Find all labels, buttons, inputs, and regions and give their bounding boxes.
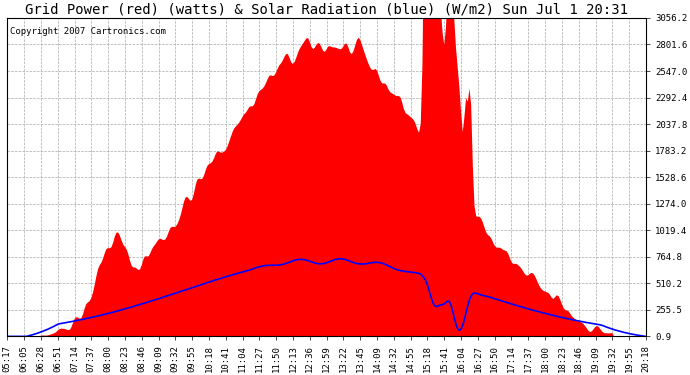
Text: Copyright 2007 Cartronics.com: Copyright 2007 Cartronics.com <box>10 27 166 36</box>
Title: Grid Power (red) (watts) & Solar Radiation (blue) (W/m2) Sun Jul 1 20:31: Grid Power (red) (watts) & Solar Radiati… <box>25 3 628 17</box>
